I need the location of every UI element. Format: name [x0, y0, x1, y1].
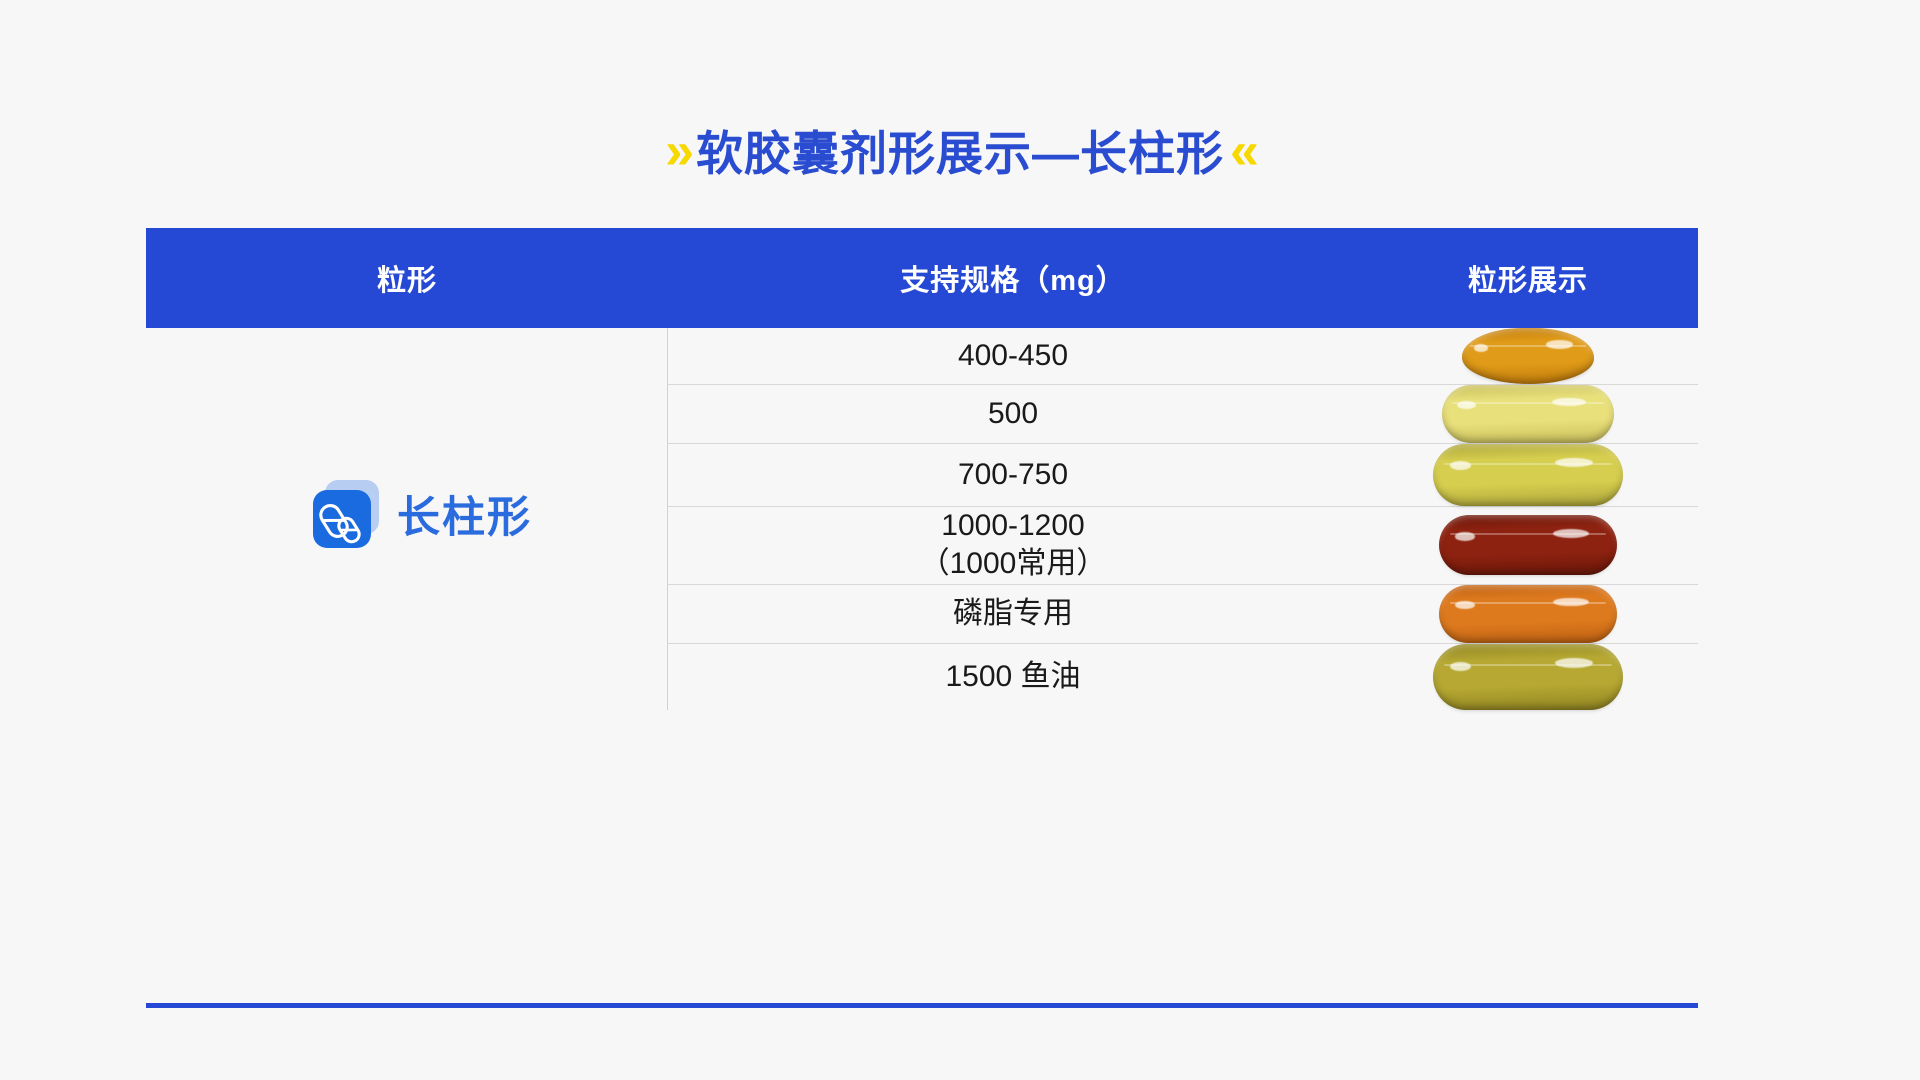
table-row: 700-750: [668, 444, 1698, 507]
spec-value: 1500 鱼油: [945, 659, 1081, 693]
page-title: » 软胶囊剂形展示—长柱形 «: [0, 118, 1920, 188]
spec-cell: 400-450: [668, 337, 1358, 375]
capsule-orange: [1439, 584, 1617, 643]
table-row: 500: [668, 385, 1698, 444]
spec-cell: 500: [668, 395, 1358, 433]
capsule-amber-oval: [1462, 328, 1594, 384]
spec-value: 700-750: [957, 457, 1069, 491]
sample-cell: [1358, 385, 1698, 443]
spec-cell: 700-750: [668, 456, 1358, 494]
spec-cell: 磷脂专用: [668, 595, 1358, 633]
capsule-pills-icon: [313, 479, 379, 550]
spec-value: 400-450: [957, 338, 1069, 372]
sample-cell: [1358, 328, 1698, 384]
table-bottom-rule: [146, 1003, 1698, 1008]
sample-cell: [1358, 444, 1698, 506]
spec-cell: 1500 鱼油: [668, 658, 1358, 696]
spec-rows: 400-450 500 700-750: [668, 328, 1698, 710]
spec-cell: 1000-1200 （1000常用）: [668, 507, 1358, 584]
capsule-olive-large: [1433, 643, 1623, 710]
table-header-row: 粒形 支持规格（mg） 粒形展示: [146, 228, 1698, 328]
capsule-dark-red: [1439, 515, 1617, 576]
sample-cell: [1358, 515, 1698, 576]
table-row: 磷脂专用: [668, 584, 1698, 644]
chevron-right-double-icon: »: [665, 122, 694, 180]
table-body: 长柱形 400-450 500: [146, 328, 1698, 710]
spec-value: 1000-1200: [941, 509, 1085, 542]
column-header-spec: 支持规格（mg）: [900, 265, 1126, 297]
table-row: 1000-1200 （1000常用）: [668, 507, 1698, 585]
sample-cell: [1358, 584, 1698, 643]
capsule-spec-table: 粒形 支持规格（mg） 粒形展示: [146, 228, 1698, 710]
column-header-sample: 粒形展示: [1467, 265, 1588, 297]
table-row: 400-450: [668, 328, 1698, 385]
capsule-olive-yellow: [1433, 444, 1623, 506]
capsule-pale-yellow: [1442, 385, 1614, 443]
spec-value: 500: [987, 396, 1039, 430]
shape-label: 长柱形: [397, 494, 532, 543]
spec-value-note: （1000常用）: [919, 547, 1107, 581]
sample-cell: [1358, 643, 1698, 710]
table-row: 1500 鱼油: [668, 643, 1698, 710]
spec-value: 磷脂专用: [953, 596, 1073, 630]
page-title-text: 软胶囊剂形展示—长柱形: [696, 126, 1224, 180]
column-header-shape: 粒形: [376, 265, 437, 297]
chevron-left-double-icon: «: [1230, 122, 1259, 180]
shape-cell: 长柱形: [146, 328, 668, 710]
